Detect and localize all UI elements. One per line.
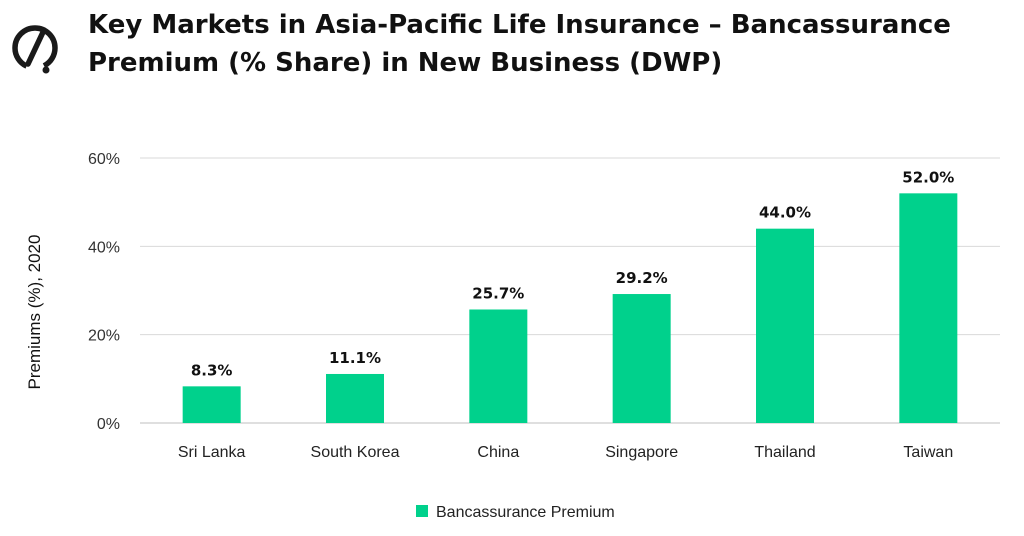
data-label: 8.3%	[191, 361, 233, 379]
bar	[612, 294, 671, 423]
x-tick-label: China	[477, 444, 519, 461]
title-line-1: Key Markets in Asia-Pacific Life Insuran…	[88, 10, 951, 40]
y-axis-label: Premiums (%), 2020	[25, 235, 44, 390]
bar	[899, 193, 958, 423]
page-title: Key Markets in Asia-Pacific Life Insuran…	[88, 6, 1008, 82]
x-tick-label: South Korea	[311, 444, 400, 461]
legend-label: Bancassurance Premium	[436, 504, 615, 521]
data-label: 52.0%	[902, 168, 954, 186]
bar	[182, 386, 241, 423]
y-tick-label: 40%	[88, 239, 120, 256]
brand-logo-icon	[12, 25, 58, 74]
data-label: 44.0%	[759, 204, 811, 222]
y-tick-label: 0%	[97, 416, 120, 433]
legend-swatch	[416, 505, 428, 517]
data-label: 29.2%	[616, 269, 668, 287]
bar	[469, 309, 528, 423]
x-tick-label: Thailand	[754, 444, 815, 461]
title-line-2: Premium (% Share) in New Business (DWP)	[88, 48, 723, 78]
y-tick-label: 20%	[88, 328, 120, 345]
x-tick-label: Taiwan	[903, 444, 953, 461]
x-tick-label: Singapore	[605, 444, 678, 461]
data-label: 25.7%	[472, 284, 524, 302]
data-label: 11.1%	[329, 349, 381, 367]
x-tick-label: Sri Lanka	[178, 444, 246, 461]
bar	[756, 228, 814, 423]
bar	[326, 373, 384, 423]
y-tick-label: 60%	[88, 151, 120, 168]
